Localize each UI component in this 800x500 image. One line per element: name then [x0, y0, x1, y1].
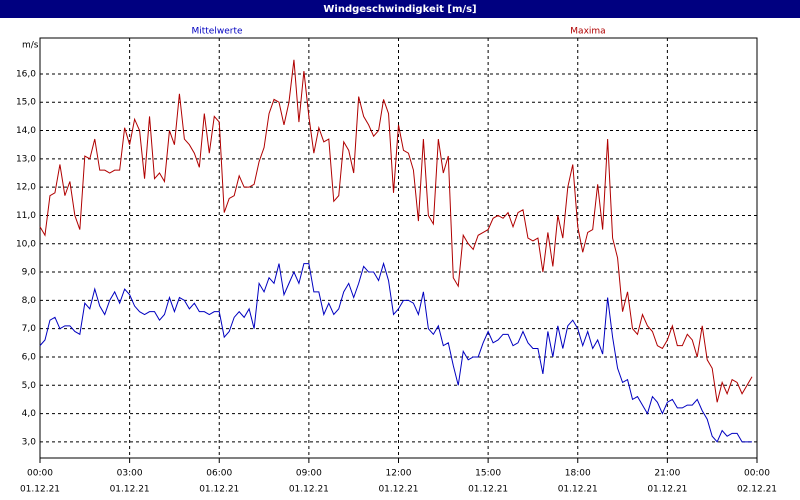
y-tick-label: 15,0: [16, 98, 36, 108]
legend-entry: Maxima: [570, 27, 605, 37]
x-tick-label: 09:00: [296, 469, 322, 479]
y-tick-label: 14,0: [16, 126, 36, 136]
x-tick-label: 00:00: [27, 469, 53, 479]
x-tick-date: 01.12.21: [378, 485, 418, 495]
y-tick-label: 11,0: [16, 211, 36, 221]
y-tick-label: 7,0: [22, 324, 37, 334]
y-tick-label: 8,0: [22, 296, 37, 306]
x-tick-date: 01.12.21: [199, 485, 239, 495]
x-tick-date: 02.12.21: [737, 485, 777, 495]
y-tick-label: 12,0: [16, 183, 36, 193]
x-tick-label: 06:00: [206, 469, 232, 479]
x-tick-label: 00:00: [744, 469, 770, 479]
y-tick-label: 3,0: [22, 437, 37, 447]
y-tick-label: 16,0: [16, 69, 36, 79]
x-tick-label: 12:00: [386, 469, 412, 479]
x-tick-date: 01.12.21: [20, 485, 60, 495]
x-tick-date: 01.12.21: [647, 485, 687, 495]
x-tick-date: 01.12.21: [289, 485, 329, 495]
x-tick-date: 01.12.21: [558, 485, 598, 495]
x-tick-label: 15:00: [475, 469, 501, 479]
y-tick-label: 9,0: [22, 268, 37, 278]
x-tick-label: 03:00: [117, 469, 143, 479]
y-tick-label: 4,0: [22, 409, 37, 419]
x-tick-label: 18:00: [565, 469, 591, 479]
y-tick-label: 6,0: [22, 352, 37, 362]
title-bar: [0, 0, 800, 18]
chart-title: Windgeschwindigkeit [m/s]: [323, 4, 476, 15]
legend-entry: Mittelwerte: [191, 27, 242, 37]
y-axis-label: m/s: [22, 41, 39, 51]
data-line: [39, 261, 753, 443]
y-tick-label: 10,0: [16, 239, 36, 249]
x-tick-date: 01.12.21: [110, 485, 150, 495]
x-tick-date: 01.12.21: [468, 485, 508, 495]
y-tick-label: 13,0: [16, 154, 36, 164]
data-line: [39, 59, 753, 403]
y-tick-label: 5,0: [22, 381, 37, 391]
x-tick-label: 21:00: [654, 469, 680, 479]
